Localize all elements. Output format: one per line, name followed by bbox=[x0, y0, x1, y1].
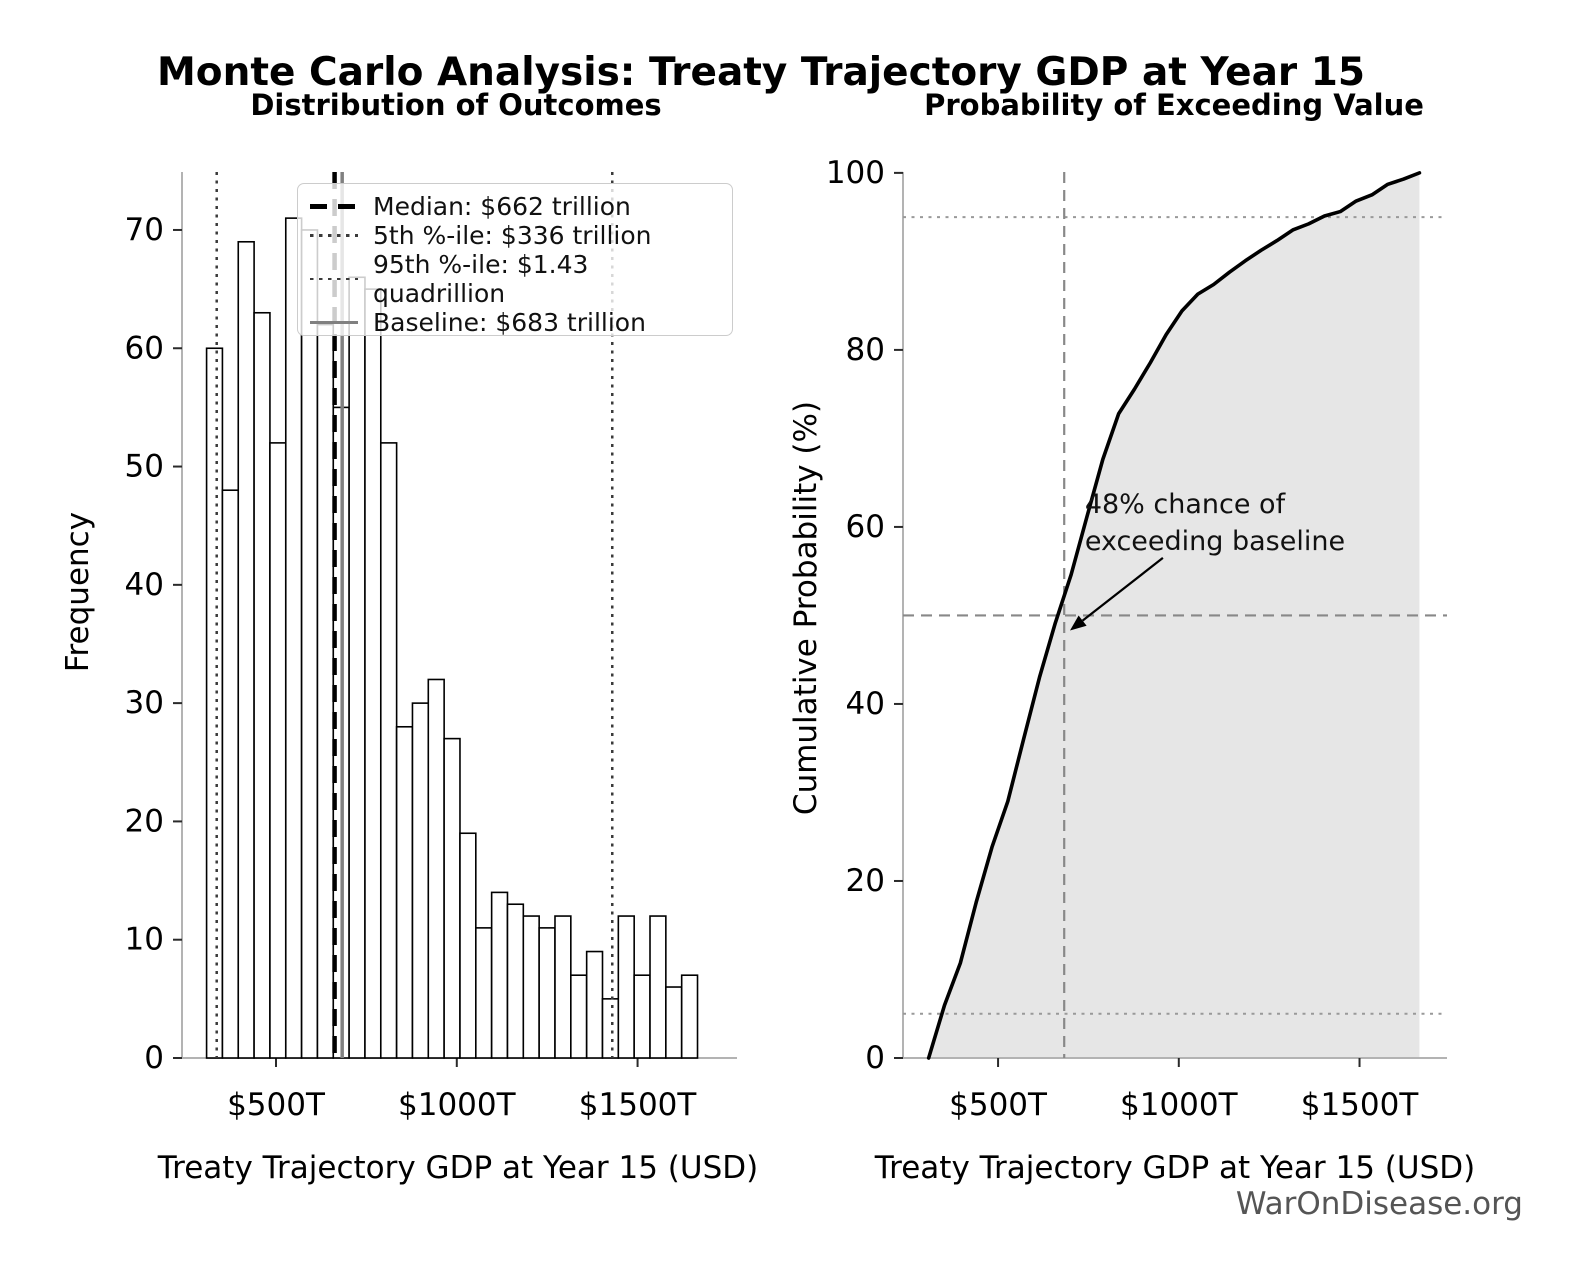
histogram-bar bbox=[269, 442, 287, 1059]
histogram-bar bbox=[348, 276, 366, 1059]
legend-label-baseline: Baseline: $683 trillion bbox=[373, 308, 646, 337]
x-tick-label: $500T bbox=[227, 1087, 326, 1123]
legend: Median: $662 trillion 5th %-ile: $336 tr… bbox=[297, 183, 733, 337]
histogram-bar bbox=[570, 974, 588, 1059]
y-tick-label: 40 bbox=[846, 686, 885, 722]
cdf-annotation-line-1: 48% chance of bbox=[1084, 489, 1286, 521]
histogram-bar bbox=[649, 915, 667, 1059]
y-tick-label: 10 bbox=[125, 922, 164, 958]
y-tick-label: 70 bbox=[125, 212, 164, 248]
legend-row-baseline: Baseline: $683 trillion bbox=[310, 308, 720, 337]
legend-line-sample-95th-percentile bbox=[310, 277, 358, 281]
histogram-bar bbox=[411, 702, 430, 1059]
watermark: WarOnDisease.org bbox=[1235, 1186, 1523, 1222]
histogram-bar bbox=[601, 998, 620, 1059]
histogram-bar bbox=[300, 229, 319, 1059]
x-tick-label: $1500T bbox=[1301, 1087, 1420, 1123]
annotation-arrow-head bbox=[1069, 615, 1087, 631]
annotation-arrow-shaft bbox=[1081, 557, 1164, 622]
cdf-annotation-line-2: exceeding baseline bbox=[1084, 526, 1346, 558]
histogram-bar bbox=[506, 903, 525, 1059]
histogram-bar bbox=[284, 217, 303, 1059]
legend-label-95th-percentile: 95th %-ile: $1.43 quadrillion bbox=[373, 250, 589, 308]
histogram-bar bbox=[395, 725, 414, 1059]
histogram-bar bbox=[443, 737, 461, 1059]
histogram-bar bbox=[490, 891, 509, 1059]
histogram-bar bbox=[665, 986, 683, 1059]
y-tick-label: 0 bbox=[144, 1040, 164, 1076]
histogram-bar bbox=[585, 950, 604, 1059]
histogram-bar bbox=[459, 832, 477, 1059]
histogram-bar bbox=[554, 915, 572, 1059]
histogram-bar bbox=[680, 974, 699, 1059]
histogram-bar bbox=[379, 442, 398, 1059]
histogram-bar bbox=[237, 240, 255, 1059]
histogram-bar bbox=[205, 347, 224, 1059]
cdf-xlabel: Treaty Trajectory GDP at Year 15 (USD) bbox=[874, 1150, 1476, 1186]
cdf-ylabel: Cumulative Probability (%) bbox=[788, 400, 824, 816]
cdf-title: Probability of Exceeding Value bbox=[924, 88, 1424, 122]
histogram-bar bbox=[221, 489, 240, 1059]
y-tick-label: 30 bbox=[125, 685, 164, 721]
y-tick-label: 50 bbox=[125, 449, 164, 485]
histogram-xlabel: Treaty Trajectory GDP at Year 15 (USD) bbox=[157, 1150, 759, 1186]
histogram-bar bbox=[538, 927, 556, 1059]
cdf-annotation: 48% chance of exceeding baseline bbox=[1085, 486, 1345, 560]
x-tick-label: $1000T bbox=[1120, 1087, 1239, 1123]
legend-line-sample-5th-percentile bbox=[310, 234, 358, 237]
legend-row-5th-percentile: 5th %-ile: $336 trillion bbox=[310, 221, 720, 250]
x-tick-label: $500T bbox=[949, 1087, 1048, 1123]
figure-title: Monte Carlo Analysis: Treaty Trajectory … bbox=[156, 50, 1366, 95]
cdf-plot: 0 20 40 60 80 100 $500T $1000T $1500T bbox=[826, 155, 1447, 1123]
histogram-bar bbox=[253, 311, 271, 1059]
histogram-ylabel: Frequency bbox=[60, 511, 96, 673]
histogram-bar bbox=[633, 974, 651, 1059]
y-tick-label: 0 bbox=[865, 1040, 885, 1076]
legend-label-5th-percentile: 5th %-ile: $336 trillion bbox=[373, 221, 652, 250]
y-tick-label: 20 bbox=[846, 863, 885, 899]
y-tick-label: 60 bbox=[846, 509, 885, 545]
histogram-bar bbox=[427, 678, 445, 1059]
histogram-bar bbox=[316, 323, 335, 1059]
histogram-bar bbox=[522, 915, 540, 1059]
histogram-bar bbox=[617, 915, 635, 1059]
x-tick-label: $1000T bbox=[398, 1087, 517, 1123]
cdf-curve bbox=[926, 171, 1422, 1060]
histogram-bar bbox=[475, 927, 493, 1059]
y-tick-label: 100 bbox=[826, 155, 885, 191]
y-tick-label: 20 bbox=[125, 803, 164, 839]
histogram-title: Distribution of Outcomes bbox=[250, 88, 662, 122]
y-tick-label: 80 bbox=[846, 332, 885, 368]
histogram-bar bbox=[364, 288, 382, 1059]
legend-label-median: Median: $662 trillion bbox=[373, 192, 631, 221]
legend-row-median: Median: $662 trillion bbox=[310, 192, 720, 221]
y-tick-label: 60 bbox=[125, 330, 164, 366]
legend-row-95th-percentile: 95th %-ile: $1.43 quadrillion bbox=[310, 250, 720, 308]
legend-line-sample-baseline bbox=[310, 320, 358, 325]
legend-line-sample-median bbox=[310, 204, 358, 209]
y-tick-label: 40 bbox=[125, 567, 164, 603]
x-tick-label: $1500T bbox=[579, 1087, 698, 1123]
